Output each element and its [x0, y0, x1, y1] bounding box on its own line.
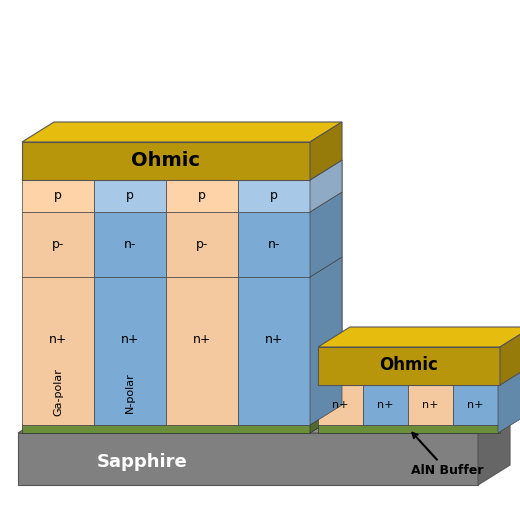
Polygon shape: [22, 122, 342, 142]
Text: n+: n+: [193, 332, 211, 346]
Polygon shape: [330, 165, 334, 421]
Text: Ga-polar: Ga-polar: [53, 368, 63, 417]
Text: p: p: [54, 189, 62, 203]
Text: n+: n+: [377, 400, 394, 410]
Polygon shape: [22, 142, 310, 180]
Polygon shape: [318, 425, 500, 433]
Polygon shape: [310, 177, 314, 433]
Polygon shape: [310, 160, 342, 212]
Text: n-: n-: [268, 238, 280, 251]
Text: p: p: [126, 189, 134, 203]
Polygon shape: [94, 180, 166, 212]
Polygon shape: [318, 327, 520, 347]
Polygon shape: [94, 277, 166, 425]
Text: p: p: [198, 189, 206, 203]
Text: p-: p-: [52, 238, 64, 251]
Polygon shape: [238, 180, 310, 212]
Polygon shape: [318, 385, 363, 425]
Polygon shape: [18, 433, 478, 485]
Polygon shape: [22, 425, 310, 433]
Polygon shape: [310, 405, 342, 433]
Polygon shape: [310, 160, 342, 433]
Polygon shape: [166, 160, 270, 180]
Text: N-polar: N-polar: [125, 372, 135, 413]
Polygon shape: [318, 347, 500, 385]
Text: n+: n+: [121, 332, 139, 346]
Polygon shape: [22, 180, 94, 212]
Polygon shape: [18, 413, 510, 433]
Text: n+: n+: [467, 400, 484, 410]
Text: n-: n-: [124, 238, 136, 251]
Polygon shape: [326, 168, 330, 423]
Polygon shape: [363, 385, 408, 425]
Polygon shape: [238, 212, 310, 277]
Polygon shape: [166, 212, 238, 277]
Polygon shape: [408, 385, 453, 425]
Text: Ohmic: Ohmic: [380, 356, 438, 374]
Text: AlN Buffer: AlN Buffer: [411, 433, 484, 478]
Polygon shape: [318, 405, 520, 425]
Polygon shape: [238, 277, 310, 425]
Polygon shape: [310, 257, 342, 425]
Polygon shape: [500, 327, 520, 385]
Text: Sapphire: Sapphire: [97, 452, 188, 470]
Polygon shape: [94, 212, 166, 277]
Polygon shape: [478, 413, 510, 485]
Polygon shape: [310, 192, 342, 277]
Polygon shape: [22, 277, 94, 425]
Polygon shape: [22, 160, 126, 180]
Polygon shape: [22, 405, 342, 425]
Polygon shape: [238, 160, 342, 180]
Text: n+: n+: [49, 332, 67, 346]
Polygon shape: [453, 385, 498, 425]
Text: Ohmic: Ohmic: [132, 151, 201, 170]
Polygon shape: [22, 160, 342, 180]
Polygon shape: [334, 163, 338, 418]
Polygon shape: [310, 122, 342, 180]
Polygon shape: [322, 170, 326, 425]
Text: n+: n+: [332, 400, 349, 410]
Text: p: p: [270, 189, 278, 203]
Polygon shape: [338, 160, 342, 416]
Polygon shape: [166, 277, 238, 425]
Polygon shape: [498, 365, 520, 433]
Text: n+: n+: [422, 400, 439, 410]
Polygon shape: [94, 160, 198, 180]
Polygon shape: [318, 365, 520, 385]
Polygon shape: [314, 175, 318, 430]
Polygon shape: [22, 212, 94, 277]
Text: p-: p-: [196, 238, 208, 251]
Polygon shape: [166, 180, 238, 212]
Polygon shape: [318, 172, 322, 428]
Text: n+: n+: [265, 332, 283, 346]
